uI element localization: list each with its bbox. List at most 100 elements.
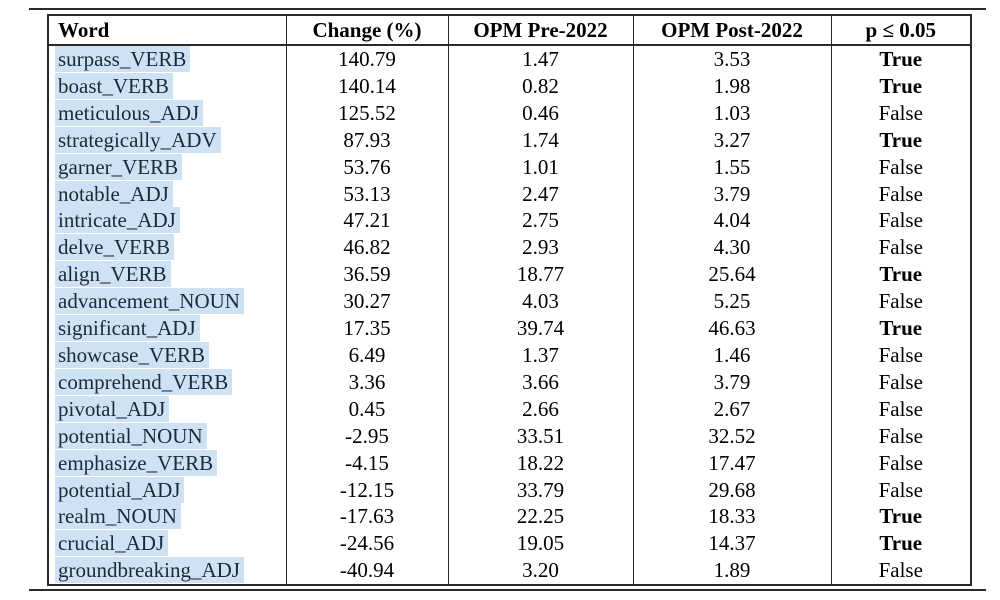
word-cell: surpass_VERB — [48, 45, 287, 73]
opm-pre-cell: 0.46 — [448, 99, 634, 127]
opm-pre-cell: 18.22 — [448, 449, 634, 477]
header-opm-post: OPM Post-2022 — [633, 15, 832, 46]
significance-cell: False — [878, 235, 923, 260]
significance-cell: True — [879, 47, 923, 71]
highlighted-word: emphasize_VERB — [55, 449, 218, 476]
opm-pre-cell: 33.51 — [448, 422, 634, 450]
change-cell: -17.63 — [286, 503, 449, 531]
word-cell: groundbreaking_ADJ — [48, 557, 287, 586]
opm-post-cell: 5.25 — [633, 288, 832, 316]
significance-cell: False — [878, 208, 923, 233]
table-row: meticulous_ADJ 125.52 0.46 1.03 False — [48, 99, 971, 127]
header-opm-pre: OPM Pre-2022 — [448, 15, 634, 46]
highlighted-word: pivotal_ADJ — [55, 395, 170, 422]
significance-cell: True — [879, 73, 923, 98]
highlighted-word: significant_ADJ — [55, 315, 200, 342]
opm-post-cell: 29.68 — [633, 476, 832, 504]
opm-post-cell: 3.79 — [633, 368, 832, 396]
opm-pre-cell: 2.75 — [448, 207, 634, 235]
word-cell: notable_ADJ — [48, 180, 287, 208]
opm-post-cell: 3.27 — [633, 126, 832, 154]
table-row: crucial_ADJ -24.56 19.05 14.37 True — [48, 530, 971, 558]
change-cell: -24.56 — [286, 530, 449, 558]
word-cell: potential_ADJ — [48, 476, 287, 504]
opm-post-cell: 1.55 — [633, 153, 832, 181]
word-cell: align_VERB — [48, 261, 287, 289]
table-row: notable_ADJ 53.13 2.47 3.79 False — [48, 180, 971, 208]
opm-pre-cell: 1.01 — [448, 153, 634, 181]
word-cell: realm_NOUN — [48, 503, 287, 531]
highlighted-word: potential_NOUN — [55, 422, 207, 449]
opm-pre-cell: 1.47 — [448, 45, 634, 73]
highlighted-word: realm_NOUN — [55, 503, 181, 530]
table-row: potential_ADJ -12.15 33.79 29.68 False — [48, 476, 971, 504]
word-cell: showcase_VERB — [48, 341, 287, 369]
highlighted-word: showcase_VERB — [55, 341, 209, 368]
word-cell: significant_ADJ — [48, 315, 287, 342]
table-row: significant_ADJ 17.35 39.74 46.63 True — [48, 315, 971, 342]
change-cell: -40.94 — [286, 557, 449, 586]
change-cell: -4.15 — [286, 449, 449, 477]
header-row: Word Change (%) OPM Pre-2022 OPM Post-20… — [48, 15, 971, 46]
change-cell: 3.36 — [286, 368, 449, 396]
significance-cell: True — [879, 531, 923, 556]
opm-pre-cell: 22.25 — [448, 503, 634, 531]
opm-post-cell: 1.46 — [633, 341, 832, 369]
word-cell: delve_VERB — [48, 234, 287, 262]
change-cell: 87.93 — [286, 126, 449, 154]
opm-pre-cell: 0.82 — [448, 72, 634, 100]
significance-cell: False — [878, 423, 923, 448]
highlighted-word: intricate_ADJ — [55, 207, 180, 234]
change-cell: 6.49 — [286, 341, 449, 369]
opm-pre-cell: 1.74 — [448, 126, 634, 154]
table-row: comprehend_VERB 3.36 3.66 3.79 False — [48, 368, 971, 396]
highlighted-word: advancement_NOUN — [55, 288, 244, 315]
table-row: garner_VERB 53.76 1.01 1.55 False — [48, 153, 971, 181]
word-cell: boast_VERB — [48, 72, 287, 100]
header-word: Word — [48, 15, 287, 46]
opm-post-cell: 17.47 — [633, 449, 832, 477]
significance-cell: False — [878, 369, 923, 394]
change-cell: -12.15 — [286, 476, 449, 504]
table-row: strategically_ADV 87.93 1.74 3.27 True — [48, 126, 971, 154]
opm-post-cell: 46.63 — [633, 315, 832, 342]
opm-post-cell: 3.53 — [633, 45, 832, 73]
word-cell: pivotal_ADJ — [48, 395, 287, 423]
opm-post-cell: 1.89 — [633, 557, 832, 586]
highlighted-word: garner_VERB — [55, 153, 183, 180]
opm-post-cell: 18.33 — [633, 503, 832, 531]
change-cell: 30.27 — [286, 288, 449, 316]
change-cell: 140.79 — [286, 45, 449, 73]
table-row: surpass_VERB 140.79 1.47 3.53 True — [48, 45, 971, 73]
header-change: Change (%) — [286, 15, 449, 46]
word-cell: potential_NOUN — [48, 422, 287, 450]
opm-pre-cell: 3.66 — [448, 368, 634, 396]
significance-cell: False — [878, 100, 923, 125]
word-change-table: Word Change (%) OPM Pre-2022 OPM Post-20… — [47, 14, 972, 587]
significance-cell: False — [878, 342, 923, 367]
word-cell: advancement_NOUN — [48, 288, 287, 316]
significance-cell: False — [878, 396, 923, 421]
table-row: showcase_VERB 6.49 1.37 1.46 False — [48, 341, 971, 369]
highlighted-word: notable_ADJ — [55, 180, 173, 207]
change-cell: -2.95 — [286, 422, 449, 450]
opm-pre-cell: 2.93 — [448, 234, 634, 262]
opm-pre-cell: 2.66 — [448, 395, 634, 423]
change-cell: 0.45 — [286, 395, 449, 423]
table-row: potential_NOUN -2.95 33.51 32.52 False — [48, 422, 971, 450]
word-cell: garner_VERB — [48, 153, 287, 181]
highlighted-word: potential_ADJ — [55, 476, 185, 503]
opm-pre-cell: 2.47 — [448, 180, 634, 208]
opm-post-cell: 1.98 — [633, 72, 832, 100]
significance-cell: True — [879, 316, 923, 341]
opm-post-cell: 1.03 — [633, 99, 832, 127]
highlighted-word: crucial_ADJ — [55, 530, 169, 557]
word-cell: emphasize_VERB — [48, 449, 287, 477]
table-row: realm_NOUN -17.63 22.25 18.33 True — [48, 503, 971, 531]
table-row: boast_VERB 140.14 0.82 1.98 True — [48, 72, 971, 100]
significance-cell: False — [878, 558, 923, 583]
highlighted-word: groundbreaking_ADJ — [55, 557, 244, 584]
change-cell: 47.21 — [286, 207, 449, 235]
word-cell: meticulous_ADJ — [48, 99, 287, 127]
table-row: advancement_NOUN 30.27 4.03 5.25 False — [48, 288, 971, 316]
